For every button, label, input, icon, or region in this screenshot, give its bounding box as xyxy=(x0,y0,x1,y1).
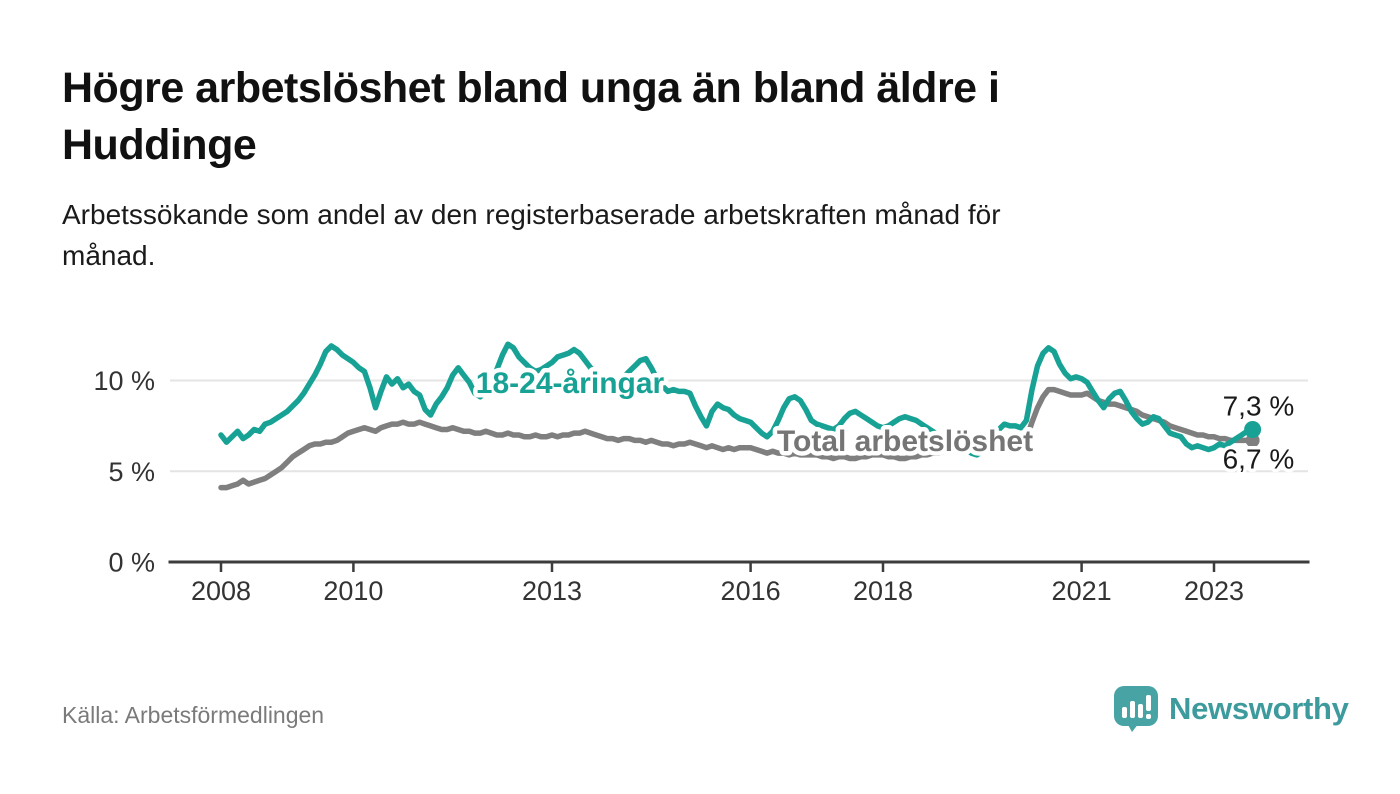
newsworthy-logo: Newsworthy xyxy=(1113,685,1349,733)
series-label-total-unemployment: Total arbetslöshet xyxy=(777,425,1033,458)
chart-subtitle-line1: Arbetssökande som andel av den registerb… xyxy=(62,199,1001,230)
x-tick-label: 2013 xyxy=(522,576,582,606)
source-note: Källa: Arbetsförmedlingen xyxy=(62,702,325,728)
logo-barchart-glyph xyxy=(1122,695,1151,719)
gridlines xyxy=(170,379,1308,473)
x-tick-label: 2021 xyxy=(1052,576,1112,606)
page-title-line1: Högre arbetslöshet bland unga än bland ä… xyxy=(62,64,1000,112)
y-axis-labels: 0 % 5 % 10 % xyxy=(93,366,155,578)
x-tick-label: 2023 xyxy=(1184,576,1244,606)
newsworthy-wordmark: Newsworthy xyxy=(1169,691,1349,726)
page-title-line2: Huddinge xyxy=(62,121,257,169)
x-tick-label: 2008 xyxy=(191,576,251,606)
x-axis-labels: 2008 2010 2013 2016 2018 2021 2023 xyxy=(191,576,1244,606)
x-tick-label: 2016 xyxy=(721,576,781,606)
series-line-youth-18-24 xyxy=(218,341,1256,458)
y-tick-label: 5 % xyxy=(108,457,155,487)
series-endpoint-youth xyxy=(1244,421,1262,439)
chart-subtitle-line2: månad. xyxy=(62,240,156,271)
y-tick-label: 10 % xyxy=(93,366,155,396)
y-tick-label: 0 % xyxy=(108,548,155,578)
series-label-youth-18-24: 18-24-åringar xyxy=(476,367,665,400)
series-line-total-unemployment xyxy=(218,386,1256,491)
page-title: Högre arbetslöshet bland unga än bland ä… xyxy=(62,60,1262,174)
newsworthy-logo-icon xyxy=(1114,686,1158,732)
x-tick-label: 2018 xyxy=(853,576,913,606)
end-value-label-youth: 7,3 % xyxy=(1223,391,1295,422)
x-axis-ticks xyxy=(219,562,1216,572)
line-chart: 2008 2010 2013 2016 2018 2021 2023 0 %5 %10 % … xyxy=(93,341,1310,606)
x-tick-label: 2010 xyxy=(323,576,383,606)
end-value-label-total: 6,7 % xyxy=(1223,443,1295,474)
chart-subtitle: Arbetssökande som andel av den registerb… xyxy=(62,194,1262,276)
